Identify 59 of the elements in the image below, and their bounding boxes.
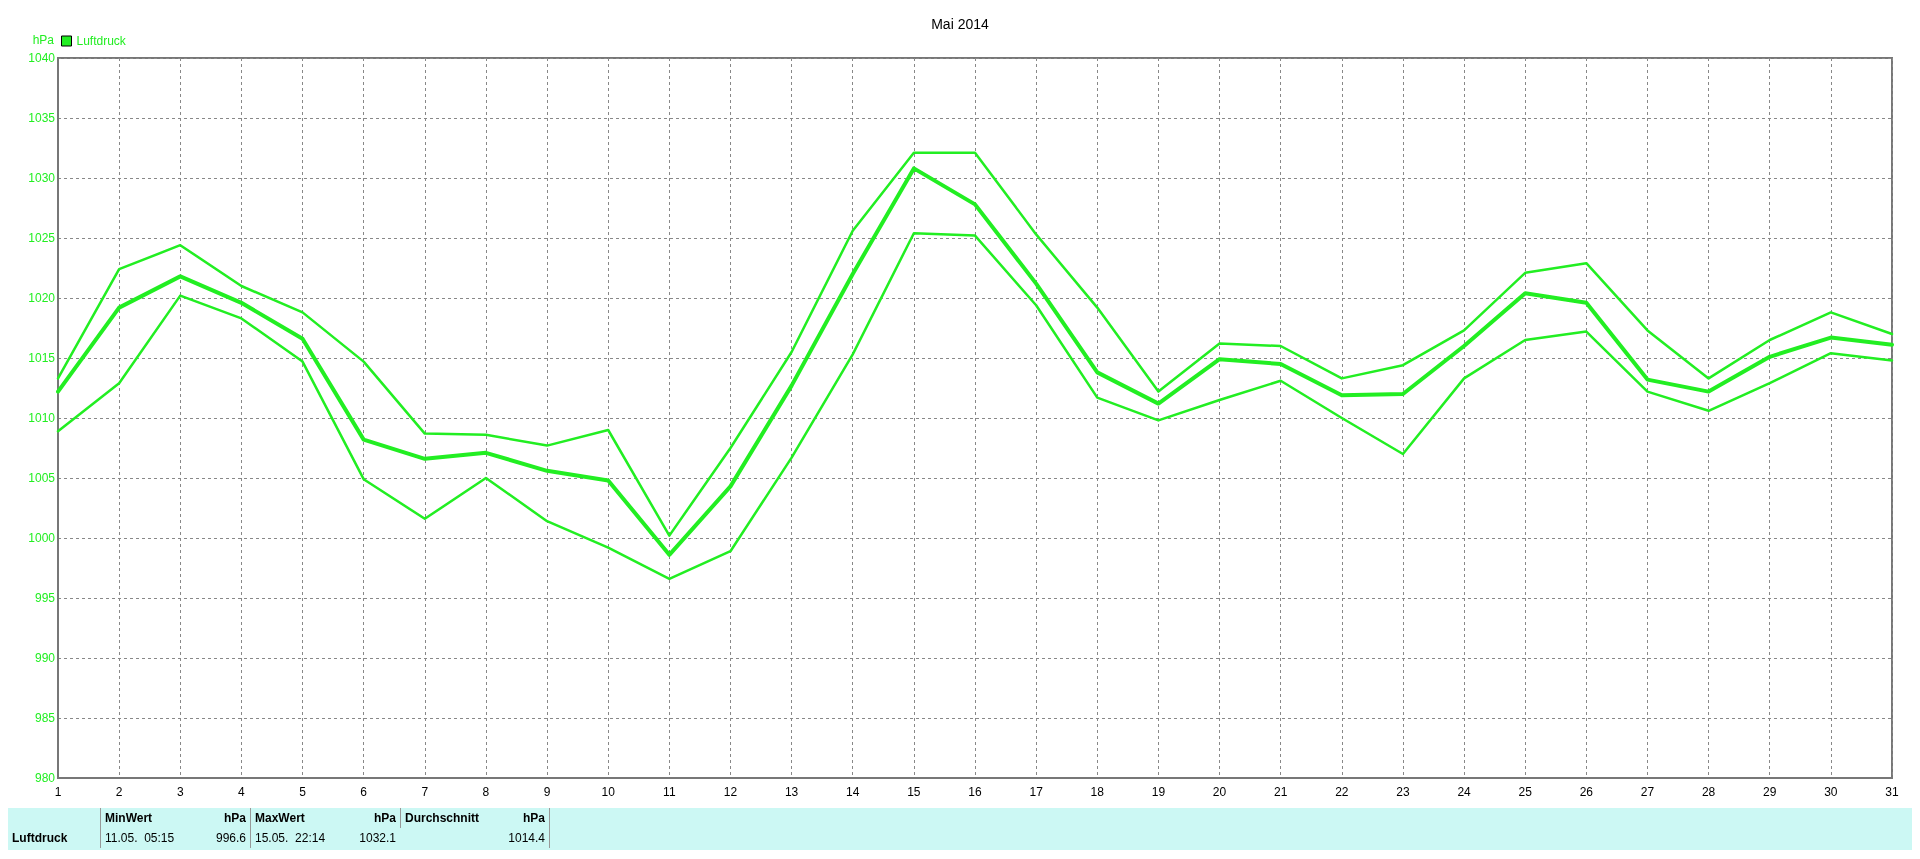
y-tick-label: 1010: [28, 411, 56, 425]
x-tick-label: 22: [1335, 785, 1349, 799]
x-tick-label: 5: [299, 785, 307, 799]
x-tick-label: 7: [421, 785, 429, 799]
y-tick-label: 1005: [28, 471, 56, 485]
x-tick-label: 23: [1396, 785, 1410, 799]
y-axis-title: hPa: [32, 33, 55, 47]
x-tick-label: 11: [663, 785, 676, 799]
y-tick-label: 985: [34, 711, 56, 725]
x-tick-label: 8: [482, 785, 490, 799]
y-tick-label: 1000: [28, 531, 56, 545]
text: Durchschnitt: [400, 808, 500, 828]
x-tick-label: 9: [543, 785, 551, 799]
y-tick-label: 1040: [28, 51, 56, 65]
x-tick-label: 12: [723, 785, 738, 799]
x-tick-label: 21: [1273, 785, 1288, 799]
x-tick-label: 2: [115, 785, 123, 799]
x-tick-label: 6: [360, 785, 368, 799]
text: hPa: [223, 810, 247, 827]
x-tick-label: 29: [1763, 785, 1777, 799]
y-tick-label: 1030: [28, 171, 56, 185]
x-tick-label: 1: [54, 785, 62, 799]
x-tick-label: 25: [1518, 785, 1533, 799]
text: 11.05. 05:15: [100, 828, 190, 848]
x-tick-label: 10: [601, 785, 616, 799]
text: hPa: [500, 808, 550, 828]
x-tick-label: 18: [1090, 785, 1105, 799]
y-tick-label: 1015: [28, 351, 56, 365]
x-tick-label: 4: [238, 785, 246, 799]
x-tick-label: 14: [846, 785, 860, 799]
x-tick-label: 27: [1640, 785, 1655, 799]
x-tick-label: 24: [1457, 785, 1472, 799]
text: 1014.4: [500, 828, 550, 848]
text: 996.6: [214, 830, 247, 847]
text: 15.05. 22:14: [250, 828, 340, 848]
y-tick-label: 980: [34, 771, 56, 785]
x-tick-label: 17: [1029, 785, 1044, 799]
text: Luftdruck: [11, 830, 69, 847]
legend-label: Luftdruck: [76, 34, 127, 48]
text: MaxWert: [250, 808, 340, 828]
chart-title: Mai 2014: [931, 16, 990, 32]
x-tick-label: 13: [784, 785, 799, 799]
x-tick-label: 31: [1885, 785, 1899, 799]
text: MinWert: [100, 808, 190, 828]
text: 1032.1: [358, 830, 397, 847]
y-tick-label: 990: [34, 651, 56, 665]
y-tick-label: 1025: [28, 231, 56, 245]
text: hPa: [373, 810, 397, 827]
y-tick-label: 1035: [28, 111, 56, 125]
x-tick-label: 16: [968, 785, 982, 799]
x-tick-label: 28: [1701, 785, 1716, 799]
x-tick-label: 15: [907, 785, 921, 799]
y-tick-label: 1020: [28, 291, 56, 305]
y-tick-label: 995: [34, 591, 56, 605]
x-tick-label: 26: [1579, 785, 1594, 799]
x-tick-label: 20: [1212, 785, 1227, 799]
x-tick-label: 19: [1151, 785, 1166, 799]
x-tick-label: 30: [1824, 785, 1838, 799]
x-tick-label: 3: [176, 785, 184, 799]
